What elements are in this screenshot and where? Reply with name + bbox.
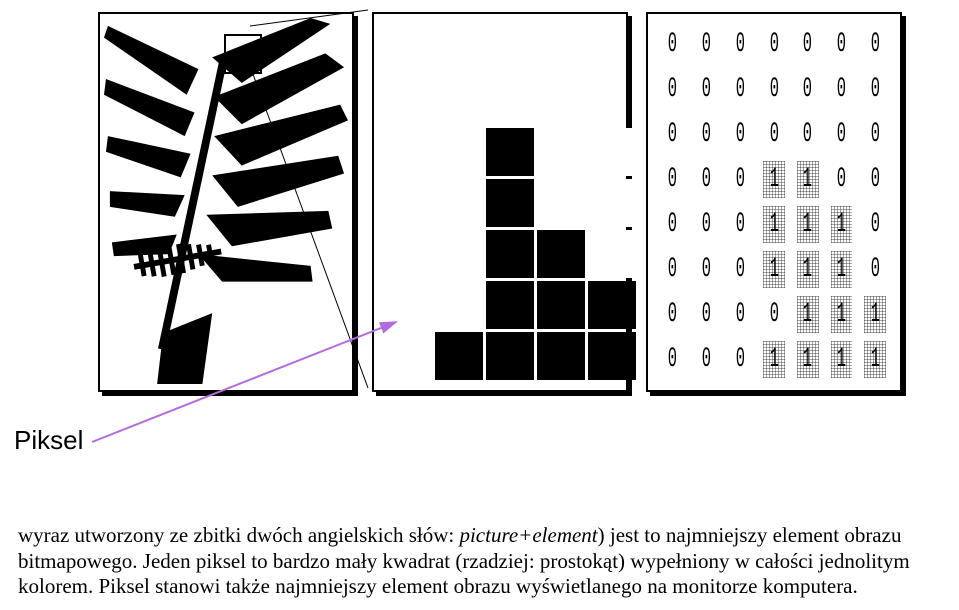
pixel-cell [588, 332, 636, 380]
num-cell: 0 [725, 339, 755, 380]
num-cell: 1 [793, 204, 823, 245]
num-cell: 0 [692, 69, 722, 110]
pixel-cell [486, 128, 534, 176]
num-cell: 0 [827, 114, 857, 155]
num-cell: 0 [692, 204, 722, 245]
panel-fern [98, 12, 354, 392]
label-piksel-text: Piksel [14, 425, 83, 455]
num-cell: 0 [692, 339, 722, 380]
num-cell: 1 [759, 249, 789, 290]
pixel-cell [588, 230, 636, 278]
num-cell: 0 [827, 159, 857, 200]
num-cell: 0 [860, 204, 890, 245]
num-cell: 0 [725, 114, 755, 155]
pixel-cell [537, 179, 585, 227]
pixel-cell [537, 332, 585, 380]
pixel-cell [588, 179, 636, 227]
pixel-cell [384, 332, 432, 380]
num-cell: 0 [759, 69, 789, 110]
pixel-cell [588, 281, 636, 329]
num-cell: 0 [759, 294, 789, 335]
num-cell: 0 [860, 249, 890, 290]
pixel-cell [537, 230, 585, 278]
num-cell: 0 [658, 249, 688, 290]
num-cell: 0 [759, 114, 789, 155]
num-cell: 0 [827, 69, 857, 110]
pixel-cell [435, 281, 483, 329]
panel-pixels [372, 12, 628, 392]
text-a: wyraz utworzony ze zbitki dwóch angielsk… [18, 523, 459, 547]
num-cell: 1 [793, 249, 823, 290]
num-cell: 0 [860, 24, 890, 65]
panel-numbers: 0000000000000000000000001100000111000011… [646, 12, 902, 392]
num-cell: 0 [658, 114, 688, 155]
num-cell: 0 [658, 69, 688, 110]
numeric-grid: 0000000000000000000000001100000111000011… [658, 24, 890, 380]
pixel-cell [384, 128, 432, 176]
pixel-cell [537, 128, 585, 176]
num-cell: 0 [658, 159, 688, 200]
num-cell: 1 [827, 249, 857, 290]
num-cell: 0 [692, 294, 722, 335]
body-text: wyraz utworzony ze zbitki dwóch angielsk… [18, 523, 941, 600]
num-cell: 0 [793, 24, 823, 65]
label-piksel: Piksel [14, 425, 83, 456]
num-cell: 1 [793, 339, 823, 380]
num-cell: 0 [725, 159, 755, 200]
num-cell: 0 [725, 24, 755, 65]
num-cell: 0 [725, 204, 755, 245]
pixel-cell [435, 230, 483, 278]
pixel-cell [588, 128, 636, 176]
num-cell: 1 [860, 294, 890, 335]
num-cell: 1 [759, 159, 789, 200]
pixel-cell [486, 281, 534, 329]
num-cell: 0 [658, 294, 688, 335]
num-cell: 1 [827, 294, 857, 335]
num-cell: 0 [725, 294, 755, 335]
pixel-cell [435, 128, 483, 176]
pixel-cell [486, 179, 534, 227]
num-cell: 0 [658, 204, 688, 245]
pixel-cell [486, 332, 534, 380]
num-cell: 0 [860, 69, 890, 110]
num-cell: 1 [759, 204, 789, 245]
num-cell: 1 [793, 294, 823, 335]
num-cell: 0 [658, 24, 688, 65]
num-cell: 0 [793, 114, 823, 155]
num-cell: 0 [692, 24, 722, 65]
num-cell: 1 [860, 339, 890, 380]
pixel-cell [435, 179, 483, 227]
num-cell: 0 [725, 249, 755, 290]
num-cell: 1 [793, 159, 823, 200]
num-cell: 0 [725, 69, 755, 110]
text-b: picture+element [459, 523, 597, 547]
num-cell: 0 [860, 114, 890, 155]
num-cell: 0 [692, 114, 722, 155]
num-cell: 0 [860, 159, 890, 200]
num-cell: 1 [827, 204, 857, 245]
pixel-cell [435, 332, 483, 380]
pixel-cell [384, 179, 432, 227]
num-cell: 0 [827, 24, 857, 65]
pixel-cell [486, 230, 534, 278]
num-cell: 1 [759, 339, 789, 380]
num-cell: 0 [759, 24, 789, 65]
num-cell: 0 [658, 339, 688, 380]
pixel-grid [384, 128, 636, 380]
pixel-cell [384, 230, 432, 278]
num-cell: 0 [692, 159, 722, 200]
selection-rect [224, 34, 262, 74]
pixel-cell [384, 281, 432, 329]
num-cell: 0 [793, 69, 823, 110]
num-cell: 1 [827, 339, 857, 380]
num-cell: 0 [692, 249, 722, 290]
pixel-cell [537, 281, 585, 329]
